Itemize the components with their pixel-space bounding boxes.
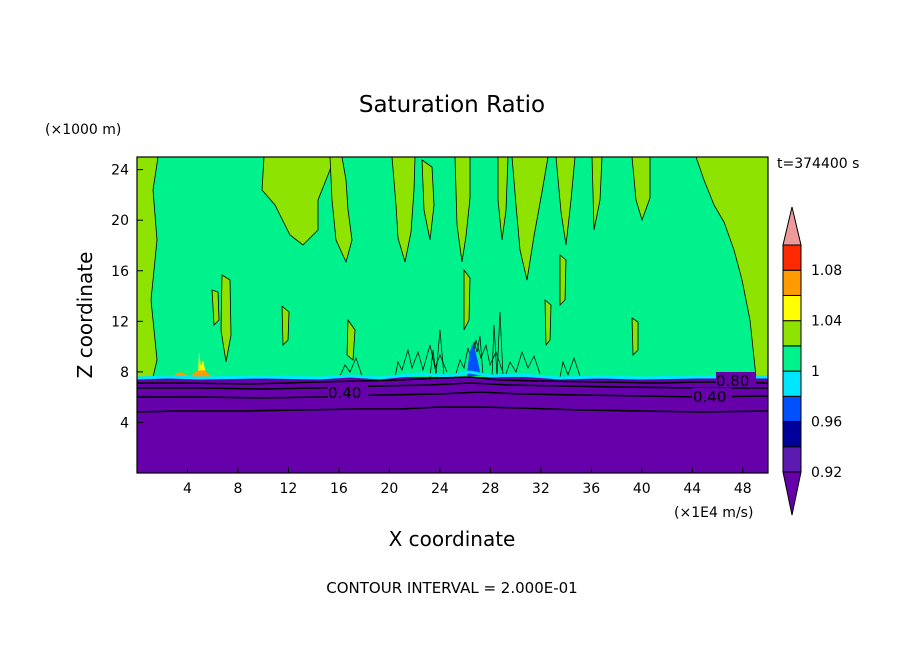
colorbar-swatch xyxy=(782,320,802,347)
y-tick-label: 4 xyxy=(120,415,129,431)
colorbar-swatch xyxy=(782,395,802,423)
x-tick-label: 32 xyxy=(532,481,550,497)
colorbar-swatch xyxy=(782,370,802,397)
x-tick-label: 48 xyxy=(734,481,752,497)
colorbar-swatch xyxy=(782,421,802,448)
x-tick-label: 20 xyxy=(380,481,398,497)
contour-0.20 xyxy=(137,406,768,413)
y-tick-label: 12 xyxy=(111,314,129,330)
colorbar: 0.92 0.96 1 1.04 1.08 xyxy=(782,206,842,516)
x-axis: 4 8 12 16 20 24 28 32 36 40 44 48 xyxy=(183,467,752,497)
colorbar-swatch xyxy=(782,269,802,296)
x-tick-label: 12 xyxy=(280,481,298,497)
x-units-label: (×1E4 m/s) xyxy=(674,505,753,521)
x-axis-label: X coordinate xyxy=(389,527,516,551)
y-tick-label: 16 xyxy=(111,264,129,280)
x-tick-label: 8 xyxy=(233,481,242,497)
colorbar-label: 0.92 xyxy=(811,465,842,481)
y-axis-label: Z coordinate xyxy=(73,252,97,379)
contour-label-0.40-right: 0.40 xyxy=(693,388,726,406)
colorbar-under-arrow xyxy=(782,471,802,516)
x-tick-label: 16 xyxy=(330,481,348,497)
y-tick-label: 24 xyxy=(111,163,129,179)
colorbar-over-arrow xyxy=(782,206,802,246)
colorbar-swatch xyxy=(782,446,802,473)
colorbar-label: 1 xyxy=(811,364,820,380)
upper-layer-fill xyxy=(137,157,768,377)
boundary-band xyxy=(137,370,768,380)
x-tick-label: 4 xyxy=(183,481,192,497)
contour-0.60 xyxy=(137,382,768,390)
contour-label-0.80: 0.80 xyxy=(716,372,749,390)
contour-lines xyxy=(137,376,768,413)
x-tick-label: 36 xyxy=(582,481,600,497)
contour-field: 0.40 0.40 0.80 xyxy=(137,157,768,473)
supersaturated-streaks xyxy=(137,157,768,378)
y-tick-label: 8 xyxy=(120,365,129,381)
y-tick-label: 20 xyxy=(111,213,129,229)
colorbar-label: 1.04 xyxy=(811,314,842,330)
colorbar-label: 1.08 xyxy=(811,263,842,279)
y-units-label: (×1000 m) xyxy=(45,122,121,138)
y-axis: 4 8 12 16 20 24 xyxy=(111,163,143,431)
colorbar-swatch xyxy=(782,244,802,271)
contour-interval-footer: CONTOUR INTERVAL = 2.000E-01 xyxy=(326,579,577,597)
dry-layer-fill xyxy=(137,377,768,473)
colorbar-swatch xyxy=(782,345,802,372)
x-tick-label: 40 xyxy=(633,481,651,497)
chart-title: Saturation Ratio xyxy=(359,92,545,118)
contour-0.80 xyxy=(137,376,768,385)
x-tick-label: 44 xyxy=(683,481,701,497)
contour-0.40 xyxy=(137,391,768,399)
plot-frame xyxy=(136,156,769,474)
contour-label-0.40-left: 0.40 xyxy=(328,384,361,402)
colorbar-label: 0.96 xyxy=(811,415,842,431)
x-tick-label: 24 xyxy=(431,481,449,497)
colorbar-swatch xyxy=(782,294,802,322)
x-tick-label: 28 xyxy=(481,481,499,497)
time-label: t=374400 s xyxy=(777,156,859,172)
